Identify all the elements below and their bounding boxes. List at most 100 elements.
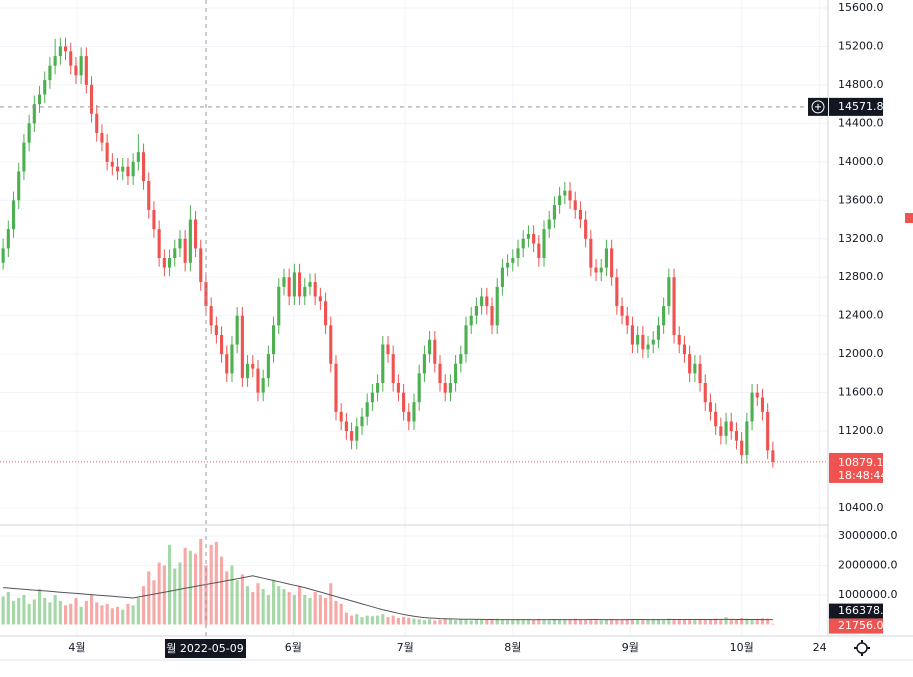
- candle-body: [578, 209, 582, 220]
- axes: 10400.0 11200.0 11600.0 12000.0 12400.0 12800…: [0, 1, 898, 654]
- volume-bar: [589, 619, 593, 625]
- volume-bar: [251, 592, 255, 625]
- candle-body: [724, 421, 728, 436]
- candle-body: [693, 363, 697, 374]
- candle-body: [573, 200, 577, 210]
- candle-body: [407, 411, 411, 422]
- volume-bar: [126, 603, 130, 625]
- volume-bar: [100, 605, 104, 625]
- volume-bar: [755, 618, 759, 625]
- volume-bar: [173, 568, 177, 625]
- volume-bar: [433, 620, 437, 625]
- candle-body: [448, 383, 452, 393]
- volume-bar: [563, 620, 567, 625]
- candle-body: [443, 383, 447, 393]
- volume-bar: [469, 620, 473, 625]
- x-tick-label: 10월: [730, 641, 754, 654]
- candle-body: [459, 354, 463, 364]
- volume-bar: [334, 600, 338, 625]
- candle-body: [318, 296, 322, 302]
- volume-bar: [459, 618, 463, 625]
- volume-bar: [703, 619, 707, 625]
- volume-tick-label: 3000000.0: [838, 529, 898, 542]
- candle-body: [261, 378, 265, 393]
- volume-bar: [84, 600, 88, 625]
- side-marker: [905, 213, 913, 223]
- candle-body: [402, 392, 406, 412]
- settings-icon[interactable]: [854, 640, 870, 656]
- candle-body: [251, 363, 255, 369]
- candle-body: [563, 190, 567, 196]
- volume-bar: [17, 597, 21, 625]
- candle-body: [157, 229, 161, 258]
- candle-body: [167, 258, 172, 268]
- volume-bar: [261, 589, 265, 625]
- volume-bar: [552, 619, 556, 625]
- volume-bar: [308, 597, 312, 625]
- volume-bar: [714, 618, 718, 625]
- volume-bar: [339, 603, 343, 625]
- candle-body: [480, 296, 484, 307]
- candle-body: [677, 334, 681, 345]
- candle-body: [303, 286, 307, 297]
- volume-bar: [240, 574, 244, 625]
- volume-bar: [506, 620, 510, 625]
- candle-body: [37, 94, 42, 105]
- candle-body: [688, 354, 692, 374]
- y-tick-label: 13600.0: [838, 193, 884, 206]
- candle-body: [610, 248, 614, 278]
- candle-body: [256, 368, 260, 393]
- candle-body: [703, 383, 707, 403]
- volume-bar: [526, 619, 530, 625]
- candle-body: [230, 344, 234, 374]
- candle-body: [287, 277, 291, 297]
- candle-body: [708, 402, 713, 412]
- x-tick-label: 24: [813, 641, 827, 654]
- candle-body: [173, 248, 177, 258]
- candle-body: [147, 181, 151, 210]
- volume-ma-line: [3, 575, 773, 621]
- candle-body: [604, 248, 608, 268]
- candle-body: [48, 65, 52, 81]
- y-tick-label: 14400.0: [838, 116, 884, 129]
- candle-body: [667, 277, 671, 307]
- candle-body: [115, 166, 120, 172]
- candle-body: [734, 431, 739, 441]
- y-tick-label: 11600.0: [838, 386, 884, 399]
- volume-bar: [578, 619, 582, 625]
- volume-bar: [360, 617, 364, 625]
- y-tick-label: 13200.0: [838, 232, 884, 245]
- y-tick-label: 12800.0: [838, 270, 884, 283]
- candle-body: [365, 402, 369, 417]
- candle-body: [594, 267, 598, 273]
- crosshair-plus-icon: [811, 100, 825, 114]
- volume-bar: [121, 609, 125, 625]
- candle-body: [464, 325, 468, 355]
- candle-body: [204, 282, 208, 307]
- volume-bar: [136, 597, 140, 625]
- volume-bar: [370, 616, 374, 625]
- countdown-label: 18:48:44: [838, 469, 887, 482]
- volume-bar: [740, 618, 744, 625]
- candle-body: [766, 411, 770, 451]
- candle-body: [714, 411, 718, 427]
- volume-bar: [516, 619, 520, 625]
- volume-bar: [329, 583, 333, 625]
- candle-body: [615, 277, 619, 307]
- candle-body: [110, 161, 114, 167]
- candle-body: [651, 339, 655, 345]
- volume-bar: [474, 619, 478, 625]
- candle-body: [32, 104, 36, 124]
- candle-body: [646, 344, 650, 350]
- volume-bar: [220, 556, 224, 625]
- volume-tick-label: 2000000.0: [838, 559, 898, 572]
- candle-body: [662, 306, 666, 326]
- candle-body: [27, 123, 31, 143]
- candle-body: [396, 383, 400, 393]
- volume-bar: [672, 619, 676, 625]
- volume-bar: [750, 619, 754, 625]
- candle-body: [350, 431, 354, 441]
- crosshair-price-box: [829, 97, 883, 116]
- volume-bar: [630, 619, 635, 625]
- volume-bar: [152, 580, 156, 625]
